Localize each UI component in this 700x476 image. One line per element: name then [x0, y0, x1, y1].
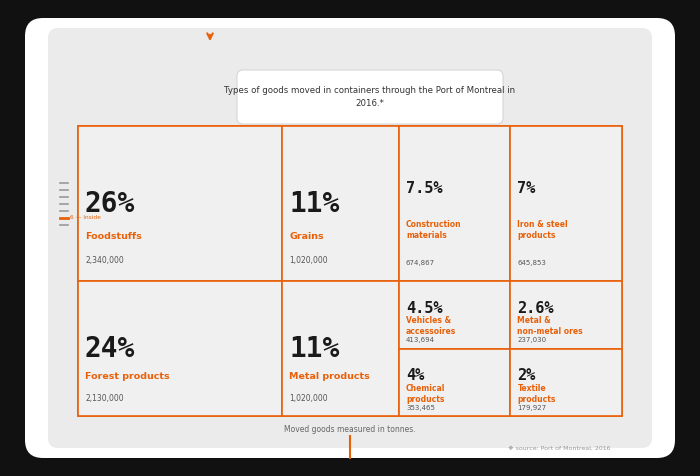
Text: 26%: 26% — [85, 189, 135, 218]
Bar — [399, 348, 510, 416]
FancyBboxPatch shape — [237, 70, 503, 124]
Text: Metal &
non-metal ores: Metal & non-metal ores — [517, 317, 583, 336]
Text: Grains: Grains — [289, 232, 323, 241]
Text: Textile
products: Textile products — [517, 384, 556, 404]
Text: 237,030: 237,030 — [517, 337, 547, 344]
Text: Vehicles &
accessoires: Vehicles & accessoires — [406, 317, 456, 336]
Text: 1,020,000: 1,020,000 — [289, 257, 328, 266]
Bar — [78, 126, 622, 416]
Text: ❖ source: Port of Montreal, 2016: ❖ source: Port of Montreal, 2016 — [508, 446, 610, 450]
Text: 413,694: 413,694 — [406, 337, 435, 344]
Text: 353,465: 353,465 — [406, 405, 435, 411]
Text: Iron & steel
products: Iron & steel products — [517, 220, 568, 240]
Text: 7%: 7% — [517, 180, 536, 196]
Text: Moved goods measured in tonnes.: Moved goods measured in tonnes. — [284, 425, 416, 434]
Text: 2.6%: 2.6% — [517, 301, 554, 316]
FancyBboxPatch shape — [48, 28, 652, 448]
Text: 2,130,000: 2,130,000 — [85, 394, 124, 403]
Bar — [510, 348, 622, 416]
Text: Forest products: Forest products — [85, 372, 169, 381]
Bar — [282, 126, 399, 281]
Bar — [399, 126, 510, 281]
Bar — [282, 281, 399, 416]
Text: Metal products: Metal products — [289, 372, 370, 381]
Text: 11%: 11% — [289, 189, 340, 218]
Text: 2%: 2% — [517, 368, 536, 383]
Text: Foodstuffs: Foodstuffs — [85, 232, 141, 241]
Text: 645,853: 645,853 — [517, 259, 547, 266]
FancyBboxPatch shape — [25, 18, 675, 458]
Text: 6 — Inside: 6 — Inside — [70, 215, 101, 220]
Text: Construction
materials: Construction materials — [406, 220, 461, 240]
Text: 1,020,000: 1,020,000 — [289, 394, 328, 403]
Text: 24%: 24% — [85, 335, 135, 363]
Text: 4%: 4% — [406, 368, 424, 383]
Bar — [399, 281, 510, 348]
Text: Chemical
products: Chemical products — [406, 384, 445, 404]
Text: Types of goods moved in containers through the Port of Montreal in
2016.*: Types of goods moved in containers throu… — [225, 86, 516, 108]
Text: 11%: 11% — [289, 335, 340, 363]
Bar — [510, 126, 622, 281]
Text: 179,927: 179,927 — [517, 405, 547, 411]
Text: 2,340,000: 2,340,000 — [85, 257, 124, 266]
Bar — [510, 281, 622, 348]
Text: 674,867: 674,867 — [406, 259, 435, 266]
Bar — [78, 281, 282, 416]
Text: 4.5%: 4.5% — [406, 301, 442, 316]
Text: 7.5%: 7.5% — [406, 180, 442, 196]
Bar — [78, 126, 282, 281]
